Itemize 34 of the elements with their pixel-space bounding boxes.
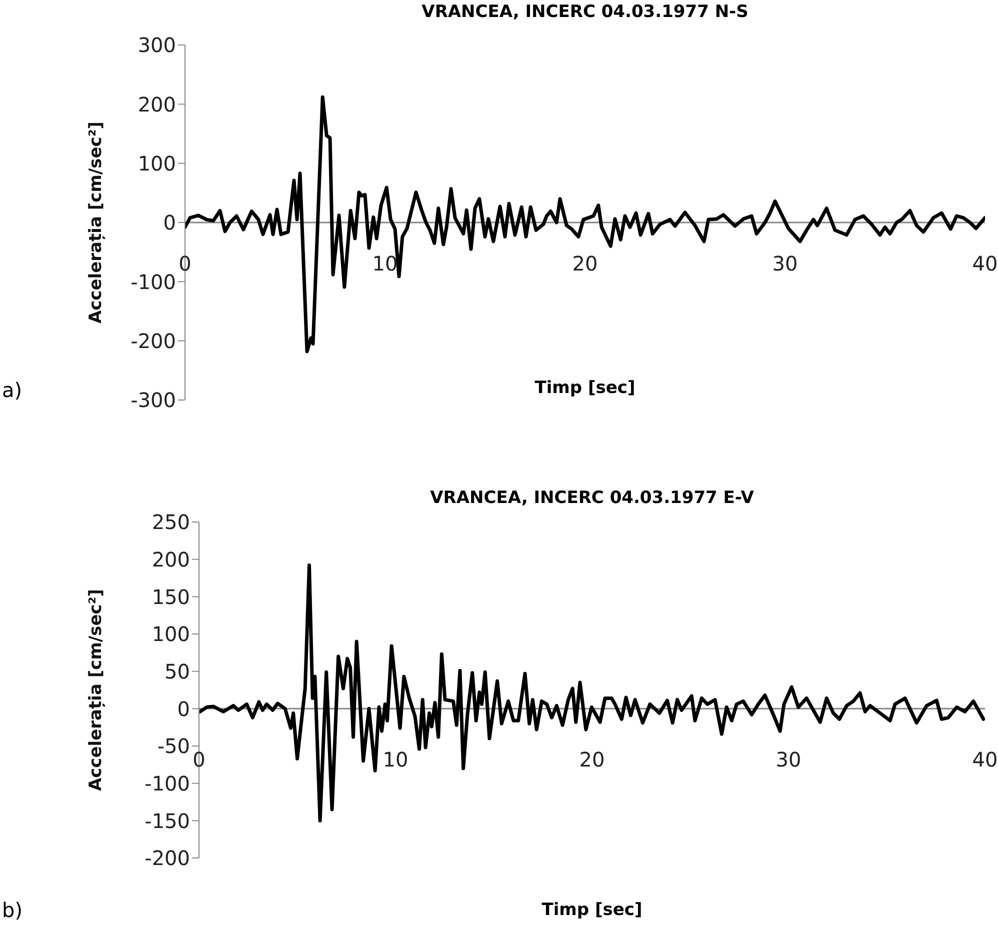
- chart-title: VRANCEA, INCERC 04.03.1977 E-V: [429, 488, 755, 508]
- y-tick-label: -200: [144, 846, 190, 870]
- text: b): [2, 898, 22, 922]
- x-tick-label: 20: [579, 748, 605, 772]
- chart-title: VRANCEA, INCERC 04.03.1977 N-S: [420, 2, 750, 22]
- x-tick-label: 40: [972, 252, 998, 276]
- y-tick-label: 50: [164, 659, 190, 684]
- y-tick-label: -150: [144, 808, 190, 833]
- y-tick-label: -300: [130, 388, 176, 412]
- y-tick-label: 0: [163, 210, 176, 235]
- y-tick-label: -50: [157, 734, 190, 758]
- x-axis-title: Timp [sec]: [534, 378, 636, 398]
- y-tick-label: 100: [138, 151, 176, 176]
- x-axis-title: Timp [sec]: [540, 900, 644, 920]
- y-tick-label: 300: [138, 33, 176, 58]
- y-tick-label: -200: [130, 328, 176, 353]
- x-tick-label: 30: [772, 252, 798, 276]
- x-tick-label: 10: [372, 252, 398, 276]
- x-tick-label: 0: [192, 748, 206, 772]
- x-tick-label: 10: [382, 748, 408, 772]
- x-tick-label: 40: [972, 748, 998, 772]
- y-tick-label: -100: [130, 270, 176, 294]
- y-tick-label: 150: [152, 584, 190, 609]
- x-tick-label: 30: [776, 748, 802, 772]
- y-tick-label: 250: [152, 510, 190, 534]
- y-tick-label: 0: [177, 696, 190, 721]
- y-tick-label: 200: [138, 92, 176, 116]
- y-axis-title: Accelerația [cm/sec²]: [86, 121, 106, 324]
- y-tick-label: 100: [152, 622, 190, 646]
- y-tick-label: 200: [152, 547, 190, 572]
- text: a): [2, 378, 22, 402]
- x-tick-label: 20: [572, 252, 598, 276]
- y-tick-label: -100: [144, 771, 190, 796]
- y-axis-title: Accelerația [cm/sec²]: [86, 588, 106, 792]
